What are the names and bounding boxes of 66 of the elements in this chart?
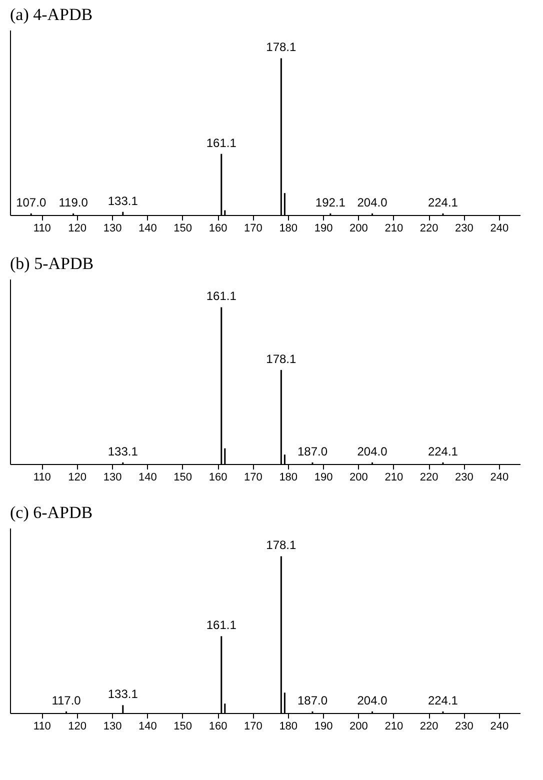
annotation: 117.0: [52, 693, 82, 708]
x-tick-label: 220: [420, 472, 438, 484]
x-tick-label: 140: [138, 222, 157, 234]
annotation: 224.1: [428, 195, 458, 210]
x-tick-label: 180: [279, 720, 298, 732]
x-tick-label: 160: [208, 222, 228, 234]
annotation: 178.1: [266, 538, 297, 552]
x-tick-label: 200: [350, 472, 368, 484]
x-tick-label: 190: [314, 472, 333, 484]
x-tick-label: 230: [455, 472, 474, 484]
x-tick-label: 110: [33, 472, 51, 484]
x-tick-label: 240: [490, 720, 509, 732]
x-tick-label: 200: [350, 720, 368, 732]
x-tick-label: 220: [420, 720, 438, 732]
x-tick-label: 180: [279, 222, 298, 234]
x-tick-label: 240: [490, 472, 509, 484]
annotation: 192.1: [315, 195, 346, 210]
x-tick-label: 130: [103, 472, 122, 484]
annotation: 107.0: [16, 195, 46, 210]
annotation: 204.0: [357, 195, 388, 210]
x-tick-label: 230: [455, 720, 474, 732]
x-tick-label: 120: [68, 222, 87, 234]
x-tick-label: 210: [384, 720, 404, 732]
x-tick-label: 190: [314, 720, 333, 732]
x-tick-label: 190: [314, 222, 333, 234]
x-tick-label: 160: [208, 720, 228, 732]
annotation: 178.1: [266, 40, 297, 54]
x-tick-label: 170: [244, 222, 262, 234]
annotation: 161.1: [206, 618, 237, 632]
x-tick-label: 210: [384, 222, 404, 234]
x-tick-label: 220: [420, 222, 438, 234]
x-tick-label: 200: [350, 222, 368, 234]
x-tick-label: 150: [174, 720, 192, 732]
annotation: 161.1: [206, 136, 237, 150]
annotation: 204.0: [357, 693, 388, 708]
chart-title: (a) 4-APDB: [10, 5, 93, 24]
annotation: 224.1: [428, 693, 458, 708]
x-tick-label: 110: [33, 720, 51, 732]
x-tick-label: 130: [103, 222, 122, 234]
annotation: 178.1: [266, 352, 297, 366]
chart-title: (c) 6-APDB: [10, 503, 93, 522]
x-tick-label: 120: [68, 720, 87, 732]
x-tick-label: 130: [103, 720, 122, 732]
x-tick-label: 170: [244, 472, 262, 484]
annotation: 133.1: [108, 687, 138, 702]
x-tick-label: 240: [490, 222, 509, 234]
x-tick-label: 210: [384, 472, 404, 484]
x-tick-label: 150: [174, 472, 192, 484]
x-tick-label: 170: [244, 720, 262, 732]
annotation: 161.1: [206, 289, 237, 304]
annotation: 187.0: [297, 693, 328, 708]
x-tick-label: 230: [455, 222, 474, 234]
annotation: 224.1: [428, 444, 458, 458]
x-tick-label: 120: [68, 472, 87, 484]
x-tick-label: 180: [279, 472, 298, 484]
annotation: 133.1: [108, 444, 138, 458]
annotation: 119.0: [58, 195, 88, 210]
chart-title: (b) 5-APDB: [10, 254, 94, 273]
x-tick-label: 140: [138, 472, 157, 484]
x-tick-label: 150: [174, 222, 192, 234]
x-tick-label: 140: [138, 720, 157, 732]
x-tick-label: 160: [208, 472, 228, 484]
annotation: 187.0: [297, 444, 328, 458]
annotation: 204.0: [357, 444, 388, 458]
annotation: 133.1: [108, 194, 138, 208]
x-tick-label: 110: [33, 222, 51, 234]
